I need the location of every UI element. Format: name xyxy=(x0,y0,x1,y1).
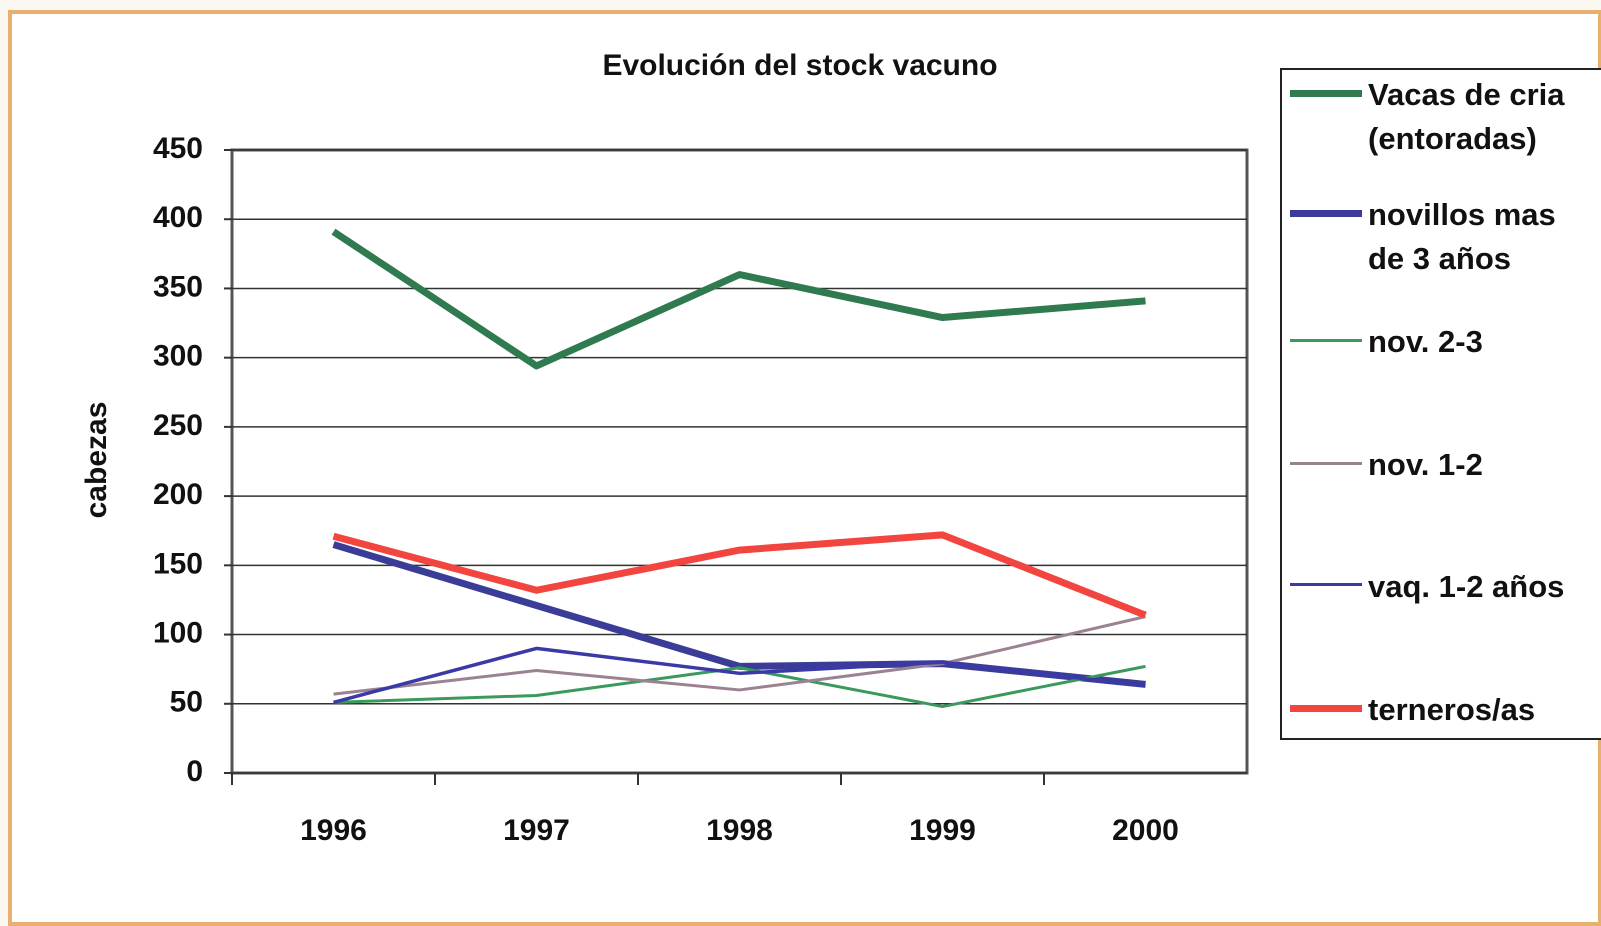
y-tick-label: 400 xyxy=(153,201,203,234)
legend-label: nov. 1-2 xyxy=(1368,447,1483,482)
x-tick-label: 2000 xyxy=(1112,814,1179,847)
legend-swatch xyxy=(1290,583,1362,587)
series-line xyxy=(331,228,1146,370)
legend-label: terneros/as xyxy=(1368,692,1536,727)
legend-swatch xyxy=(1290,89,1362,97)
legend: Vacas de cria (entoradas) novillos mas de… xyxy=(1280,68,1601,740)
y-tick-label: 300 xyxy=(153,340,203,373)
y-tick-label: 0 xyxy=(186,755,203,788)
x-tick-label: 1999 xyxy=(909,814,976,847)
y-tick-label: 350 xyxy=(153,270,203,303)
y-tick-label: 250 xyxy=(153,409,203,442)
series-line xyxy=(333,664,1146,709)
legend-swatch xyxy=(1290,461,1362,465)
chart-title: Evolución del stock vacuno xyxy=(602,49,997,82)
y-axis-label: cabezas xyxy=(80,402,113,519)
y-tick-label: 100 xyxy=(153,616,203,649)
series-line xyxy=(333,646,1146,705)
series-line xyxy=(332,531,1147,619)
legend-label: nov. 2-3 xyxy=(1368,324,1483,359)
y-tick-label: 50 xyxy=(170,686,203,719)
x-tick-label: 1996 xyxy=(300,814,367,847)
legend-swatch xyxy=(1290,209,1362,217)
legend-swatch xyxy=(1290,338,1362,342)
legend-label: vaq. 1-2 años xyxy=(1368,569,1565,604)
y-tick-label: 150 xyxy=(153,547,203,580)
legend-label: novillos mas de 3 años xyxy=(1368,197,1556,276)
y-tick-label: 450 xyxy=(153,132,203,165)
x-tick-label: 1998 xyxy=(706,814,773,847)
series-line xyxy=(333,615,1146,696)
x-tick-label: 1997 xyxy=(503,814,570,847)
legend-label: Vacas de cria (entoradas) xyxy=(1368,77,1565,156)
y-tick-label: 200 xyxy=(153,478,203,511)
legend-swatch xyxy=(1290,704,1362,712)
